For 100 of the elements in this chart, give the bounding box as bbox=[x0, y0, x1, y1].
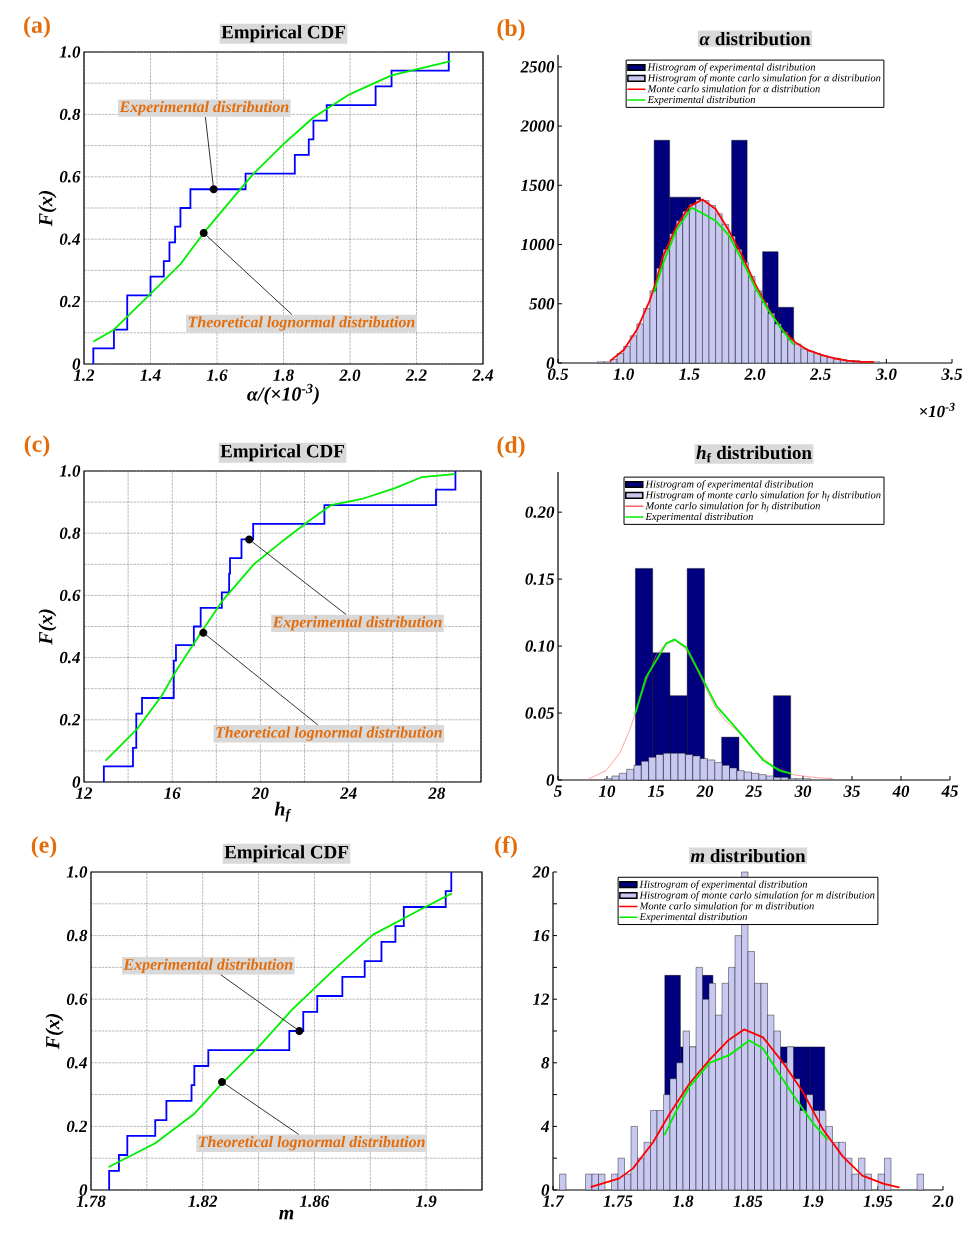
y-tick-label: 0.2 bbox=[59, 295, 81, 308]
y-tick-label: 16 bbox=[532, 929, 550, 942]
y-tick-label: 1500 bbox=[521, 179, 555, 192]
x-tick-label: 45 bbox=[941, 785, 959, 797]
y-tick-label: 20 bbox=[532, 866, 550, 878]
text: ×10$^{-3}$ bbox=[920, 402, 955, 418]
text: (f) bbox=[495, 836, 517, 858]
legend-label: Monte carlo simulation for m distribution bbox=[639, 901, 814, 912]
y-tick-label: 500 bbox=[529, 298, 555, 310]
y-tick-label: 1000 bbox=[521, 238, 555, 251]
y-tick-label: 0.2 bbox=[59, 714, 81, 726]
text: (d) bbox=[497, 436, 525, 458]
y-tick-label: 0.05 bbox=[525, 707, 555, 719]
x-tick-label: 1.0 bbox=[613, 368, 634, 381]
x-tick-label: 2.0 bbox=[339, 369, 361, 382]
x-tick-label: 25 bbox=[745, 785, 763, 797]
y-tick-label: 0 bbox=[72, 358, 81, 370]
x-tick-label: 1.2 bbox=[73, 369, 95, 381]
legend-label: Histrogram of monte carlo simulation for m distribution bbox=[639, 891, 875, 901]
y-axis-title: F(x) bbox=[38, 609, 57, 645]
legend-label: Experimental distribution bbox=[647, 95, 756, 106]
annotation: Theoretical lognormal distribution bbox=[216, 726, 442, 742]
y-tick-label: 0 bbox=[72, 776, 81, 788]
x-tick-label: 1.4 bbox=[140, 369, 161, 381]
x-tick-label: 2.0 bbox=[744, 368, 766, 381]
x-tick-label: 1.82 bbox=[188, 1195, 218, 1208]
x-tick-label: 1.95 bbox=[863, 1195, 893, 1207]
chart-title: m distribution bbox=[690, 848, 806, 863]
y-tick-label: 0.6 bbox=[59, 589, 81, 602]
annotation: Experimental distribution bbox=[123, 958, 293, 974]
annotation: Experimental distribution bbox=[272, 616, 442, 631]
chart-title: Empirical CDF bbox=[221, 25, 345, 43]
x-axis-title: α/(×10$^{-3}$) bbox=[247, 383, 319, 405]
y-tick-label: 1.0 bbox=[66, 866, 88, 878]
x-tick-label: 2.4 bbox=[472, 369, 494, 381]
x-tick-label: 2.0 bbox=[932, 1195, 954, 1208]
y-tick-label: 0.2 bbox=[66, 1120, 88, 1133]
y-tick-label: 0 bbox=[546, 357, 555, 369]
y-tick-label: 12 bbox=[532, 993, 550, 1005]
text: (a) bbox=[24, 16, 50, 38]
x-tick-label: 30 bbox=[794, 785, 812, 797]
x-tick-label: 10 bbox=[598, 785, 616, 797]
chart-title: h$_{f}$ distribution bbox=[696, 445, 812, 463]
y-tick-label: 0.8 bbox=[66, 929, 88, 942]
y-tick-label: 0.8 bbox=[59, 108, 81, 121]
x-tick-label: 1.8 bbox=[273, 369, 294, 382]
y-tick-label: 0.20 bbox=[525, 506, 555, 518]
x-tick-label: 1.6 bbox=[206, 369, 228, 381]
x-axis-title: m bbox=[279, 1209, 294, 1220]
y-tick-label: 0.4 bbox=[59, 233, 80, 245]
chart-title: α distribution bbox=[699, 31, 811, 46]
y-tick-label: 2000 bbox=[520, 120, 555, 132]
y-tick-label: 0.10 bbox=[525, 640, 555, 652]
chart-title: Empirical CDF bbox=[224, 845, 348, 863]
text: (e) bbox=[31, 836, 57, 858]
x-tick-label: 3.5 bbox=[941, 368, 963, 380]
y-tick-label: 0.8 bbox=[59, 527, 81, 539]
text: (c) bbox=[24, 435, 50, 457]
x-tick-label: 16 bbox=[164, 787, 181, 799]
y-tick-label: 0.4 bbox=[59, 651, 80, 664]
x-tick-label: 1.75 bbox=[603, 1195, 633, 1207]
x-tick-label: 28 bbox=[428, 787, 446, 799]
x-tick-label: 20 bbox=[696, 785, 714, 797]
legend-label: Histrogram of experimental distribution bbox=[645, 480, 813, 490]
y-tick-label: 0.6 bbox=[66, 993, 88, 1005]
x-tick-label: 40 bbox=[892, 785, 910, 797]
y-tick-label: 8 bbox=[541, 1057, 550, 1069]
x-tick-label: 0.5 bbox=[548, 368, 569, 381]
annotation: Theoretical lognormal distribution bbox=[198, 1136, 425, 1151]
x-tick-label: 1.9 bbox=[802, 1195, 824, 1207]
x-tick-label: 24 bbox=[340, 787, 357, 799]
x-tick-label: 20 bbox=[251, 787, 269, 799]
y-tick-label: 0 bbox=[546, 774, 555, 786]
chart-title: Empirical CDF bbox=[220, 444, 344, 462]
legend-label: Monte carlo simulation for α distribution bbox=[647, 84, 820, 95]
x-tick-label: 1.8 bbox=[672, 1195, 694, 1208]
legend-label: Histrogram of monte carlo simulation for h$_{f}$ distribution bbox=[645, 490, 881, 502]
legend-label: Histrogram of monte carlo simulation for α distribution bbox=[647, 73, 881, 84]
y-tick-label: 0 bbox=[541, 1184, 550, 1196]
x-tick-label: 35 bbox=[843, 785, 861, 797]
y-tick-label: 0.6 bbox=[59, 171, 81, 183]
x-tick-label: 1.78 bbox=[76, 1195, 106, 1208]
x-tick-label: 1.7 bbox=[542, 1195, 565, 1207]
legend-label: Monte carlo simulation for h$_{f}$ distribution bbox=[645, 501, 820, 513]
x-tick-label: 15 bbox=[647, 785, 665, 797]
y-tick-label: 0.15 bbox=[525, 573, 555, 585]
x-tick-label: 1.5 bbox=[679, 368, 700, 380]
x-tick-label: 2.2 bbox=[405, 369, 427, 381]
legend-label: Experimental distribution bbox=[645, 512, 753, 523]
y-tick-label: 2500 bbox=[520, 61, 555, 73]
y-axis-title: F(x) bbox=[38, 191, 57, 227]
x-tick-label: 2.5 bbox=[809, 368, 831, 380]
x-tick-label: 1.9 bbox=[415, 1195, 437, 1207]
y-axis-title: F(x) bbox=[45, 1014, 64, 1050]
x-tick-label: 5 bbox=[553, 785, 562, 797]
annotation: Experimental distribution bbox=[119, 100, 289, 116]
x-tick-label: 1.86 bbox=[300, 1195, 330, 1208]
legend-label: Histrogram of experimental distribution bbox=[639, 880, 808, 890]
y-tick-label: 4 bbox=[540, 1120, 549, 1132]
x-tick-label: 1.85 bbox=[733, 1195, 763, 1208]
